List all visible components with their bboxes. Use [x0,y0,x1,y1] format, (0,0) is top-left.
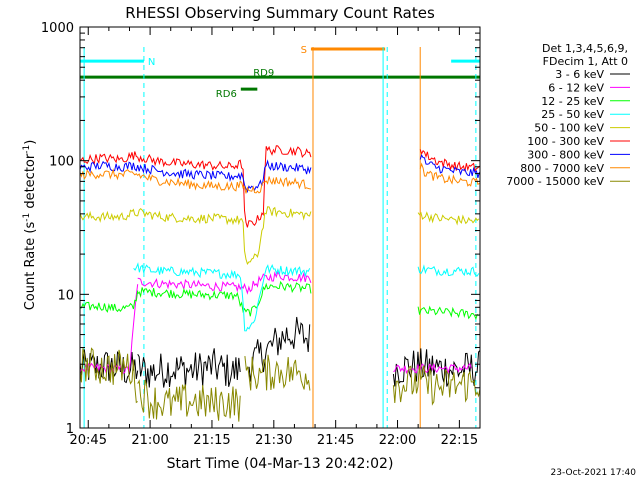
y-axis-label-part: Count Rate (s [23,222,38,311]
series-line [79,159,312,194]
axes: 20:45 21:00 21:15 21:30 21:45 22:00 22:15 1 10 10… [41,21,481,448]
footer-date: 23-Oct-2021 17:40 [551,468,637,478]
series-line [244,354,311,391]
legend-header: Det 1,3,4,5,6,9, [542,42,628,55]
y-tick-label: 1000 [41,21,74,36]
series-line [79,168,311,194]
y-axis-label-superscript: -1 [22,213,32,222]
x-tick-label: 21:00 [131,433,168,448]
series-line [137,348,241,388]
y-axis-label-part: ) [23,140,38,145]
y-axis-label: Count Rate (s-1 detector-1) [22,140,38,311]
series-line [79,206,312,265]
flag-label: S [301,45,307,56]
legend-entry-label: 100 - 300 keV [527,135,604,148]
y-tick-label: 100 [49,155,74,170]
series-line [137,280,312,317]
series-layer [79,145,481,422]
series-line [417,264,480,277]
series-line [137,379,241,422]
series-line [79,290,139,313]
series-line [419,154,480,179]
chart-title: RHESSI Observing Summary Count Rates [125,4,435,22]
y-tick-label: 1 [66,422,74,437]
x-tick-label: 22:00 [379,433,416,448]
flag-label: RD9 [253,68,274,79]
series-line [417,305,480,320]
x-tick-label: 21:30 [255,433,292,448]
x-tick-label: 22:15 [441,433,478,448]
legend-entry-label: 12 - 25 keV [541,95,604,108]
x-axis-label: Start Time (04-Mar-13 20:42:02) [167,456,394,472]
series-line [392,365,481,406]
series-line [419,162,480,187]
y-axis-label-part: detector [23,153,38,213]
plot-frame [79,26,481,429]
series-line [248,316,311,382]
legend-entry-label: 25 - 50 keV [541,108,604,121]
series-line [79,145,312,228]
series-line [392,348,481,387]
series-line [393,362,472,375]
series-line [79,347,138,404]
x-tick-label: 20:45 [70,433,107,448]
legend-entry-label: 800 - 7000 keV [520,162,604,175]
legend-header: FDecim 1, Att 0 [543,55,628,68]
y-axis-label-superscript: -1 [22,145,32,154]
legend-entry-label: 300 - 800 keV [527,148,604,161]
y-tick-label: 10 [57,288,74,303]
legend-entry-label: 6 - 12 keV [548,81,604,94]
series-line [419,149,480,173]
x-tick-label: 21:45 [317,433,354,448]
series-line [137,271,312,295]
flag-label: RD6 [216,89,237,100]
legend-entry-label: 7000 - 15000 keV [506,175,604,188]
x-tick-label: 21:15 [193,433,230,448]
series-line [133,262,311,332]
legend-entry-label: 50 - 100 keV [534,122,604,135]
legend: Det 1,3,4,5,6,9,FDecim 1, Att 03 - 6 keV… [506,42,630,188]
flag-bars: N RD6 RD9 S [80,45,480,100]
series-line [417,211,480,226]
flag-label: N [148,57,155,68]
legend-entry-label: 3 - 6 keV [555,68,604,81]
